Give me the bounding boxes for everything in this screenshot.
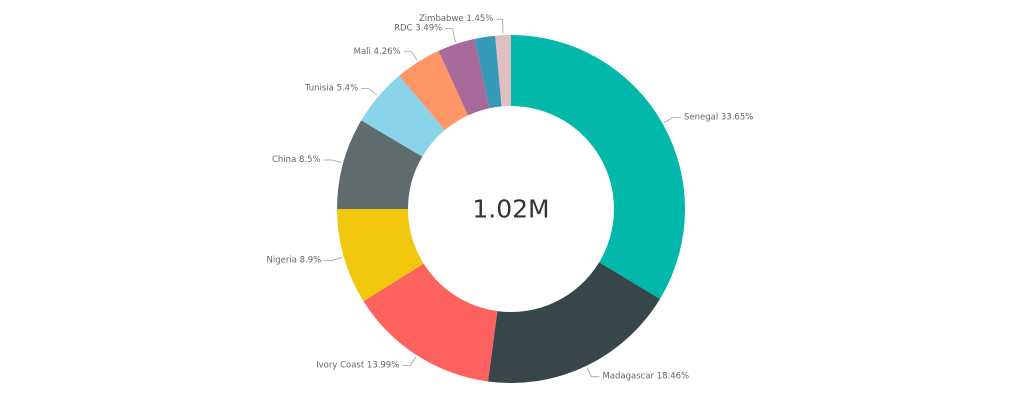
slice-ivory-coast[interactable] [363, 263, 498, 382]
slice-nigeria[interactable] [337, 209, 424, 302]
slice-rdc[interactable] [438, 38, 490, 116]
slice-madagascar[interactable] [487, 262, 660, 384]
slice-tunisia[interactable] [361, 75, 445, 157]
slice-zimbabwe[interactable] [495, 35, 511, 107]
slice-china[interactable] [337, 120, 423, 209]
data-label-madagascar: Madagascar 18.46% [602, 372, 689, 382]
leader-line-ivory-coast [402, 356, 417, 366]
center-total-label: 1.02M [472, 195, 549, 224]
data-label-mali: Mali 4.26% [354, 47, 401, 57]
slice-mali[interactable] [399, 50, 469, 131]
leader-line-zimbabwe [496, 18, 504, 34]
leader-line-mali [403, 51, 418, 61]
data-label-ivory-coast: Ivory Coast 13.99% [316, 360, 399, 370]
slice-unlabeled-8[interactable] [474, 35, 502, 109]
leader-line-senegal [664, 117, 681, 123]
leader-line-china [323, 159, 342, 163]
data-label-china: China 8.5% [272, 155, 321, 165]
leader-line-madagascar [586, 367, 600, 378]
donut-slices [337, 35, 685, 384]
data-label-zimbabwe: Zimbabwe 1.45% [419, 14, 493, 24]
slice-labels: Senegal 33.65% Madagascar 18.46% Ivory Coa… [267, 14, 754, 381]
data-label-nigeria: Nigeria 8.9% [267, 255, 322, 265]
data-label-rdc: RDC 3.49% [394, 24, 442, 34]
data-label-tunisia: Tunisia 5.4% [304, 84, 358, 94]
leader-line-nigeria [324, 257, 342, 261]
leader-line-tunisia [361, 88, 378, 96]
slice-senegal[interactable] [511, 35, 685, 299]
leader-line-rdc [445, 28, 457, 43]
data-label-senegal: Senegal 33.65% [684, 113, 753, 123]
